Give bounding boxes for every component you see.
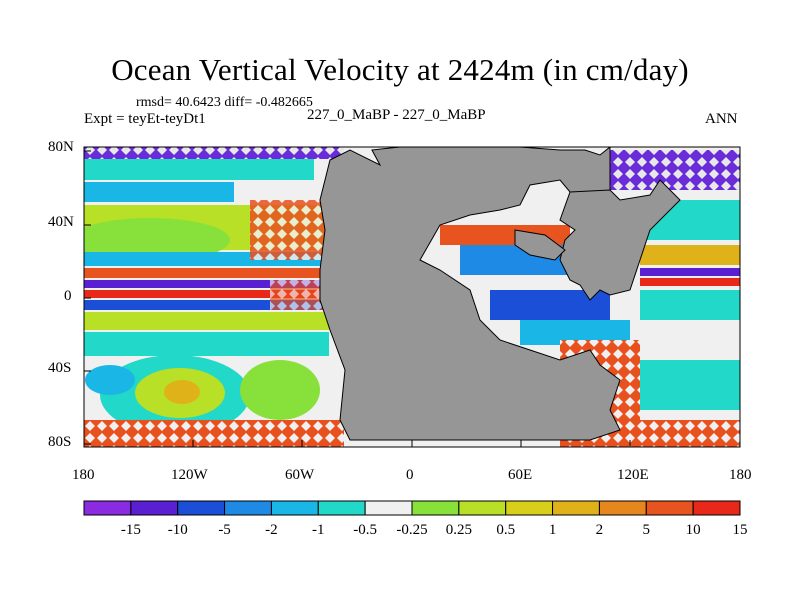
axis-ticks (83, 150, 741, 447)
field-band (84, 268, 329, 278)
colorbar-swatch (224, 500, 272, 516)
colorbar-swatch (505, 500, 554, 516)
lon-label-180w: 180 (72, 467, 95, 483)
field-band (640, 330, 740, 360)
case-label: 227_0_MaBP - 227_0_MaBP (307, 107, 486, 123)
field-blob (164, 380, 200, 404)
field-band (640, 278, 740, 286)
colorbar-label: 0.5 (496, 522, 515, 538)
lon-label-60w: 60W (285, 467, 315, 483)
field-band (84, 332, 329, 356)
field-band (84, 290, 329, 298)
lat-label-80s: 80S (48, 434, 72, 450)
colorbar-swatch (364, 500, 413, 516)
field-band (84, 300, 329, 310)
colorbar-label: 2 (596, 522, 604, 538)
lon-label-60e: 60E (508, 467, 533, 483)
field-band (84, 312, 329, 330)
colorbar-swatch (411, 500, 460, 516)
colorbar-swatch (692, 500, 741, 516)
lat-label-40n: 40N (48, 214, 74, 230)
field-band (84, 147, 344, 159)
colorbar-label: 15 (733, 522, 748, 538)
colorbar-swatch (130, 500, 179, 516)
lat-label-40s: 40S (48, 360, 72, 376)
field-band (640, 360, 740, 410)
field-band (610, 150, 740, 190)
colorbar-label: 5 (643, 522, 651, 538)
field-band (640, 268, 740, 276)
land-mass-cathaysia (514, 229, 566, 261)
field-band (84, 280, 329, 288)
field-blob (84, 218, 230, 262)
colorbar-swatch (270, 500, 319, 516)
lon-label-0: 0 (406, 467, 414, 483)
field-band (640, 290, 740, 320)
colorbar-label: -5 (218, 522, 231, 538)
colorbar-swatch (83, 500, 132, 516)
colorbar-swatch (552, 500, 600, 516)
lon-label-120w: 120W (171, 467, 208, 483)
land-mass-asia (559, 179, 681, 301)
colorbar-label: -0.25 (396, 522, 427, 538)
field-blob (85, 365, 135, 395)
lon-label-120e: 120E (617, 467, 649, 483)
colorbar-label: 10 (686, 522, 701, 538)
colorbar-swatch (598, 500, 647, 516)
colorbar-label: -0.5 (353, 522, 377, 538)
colorbar-swatch (317, 500, 366, 516)
colorbar-label: -15 (121, 522, 141, 538)
stats-text: rmsd= 40.6423 diff= -0.482665 (136, 95, 313, 110)
field-band (84, 182, 234, 202)
map-title: Ocean Vertical Velocity at 2424m (in cm/… (111, 52, 689, 87)
colorbar-swatch (458, 500, 507, 516)
lat-label-80n: 80N (48, 139, 74, 155)
colorbar-swatch (177, 500, 226, 516)
colorbar-label: 0.25 (446, 522, 472, 538)
field-blob (240, 360, 320, 420)
colorbar-label: -1 (312, 522, 325, 538)
colorbar-swatch (645, 500, 694, 516)
colorbar-label: 1 (549, 522, 557, 538)
field-band (250, 200, 330, 260)
field-band (640, 245, 740, 265)
lon-label-180e: 180 (729, 467, 752, 483)
field-band (600, 420, 740, 447)
colorbar-label: -2 (265, 522, 278, 538)
lat-label-0: 0 (64, 288, 72, 304)
land-mass-pangea (319, 147, 621, 441)
colorbar-label: -10 (168, 522, 188, 538)
season-label: ANN (705, 111, 738, 127)
field-band (84, 420, 344, 447)
experiment-label: Expt = teyEt-teyDt1 (84, 111, 206, 127)
